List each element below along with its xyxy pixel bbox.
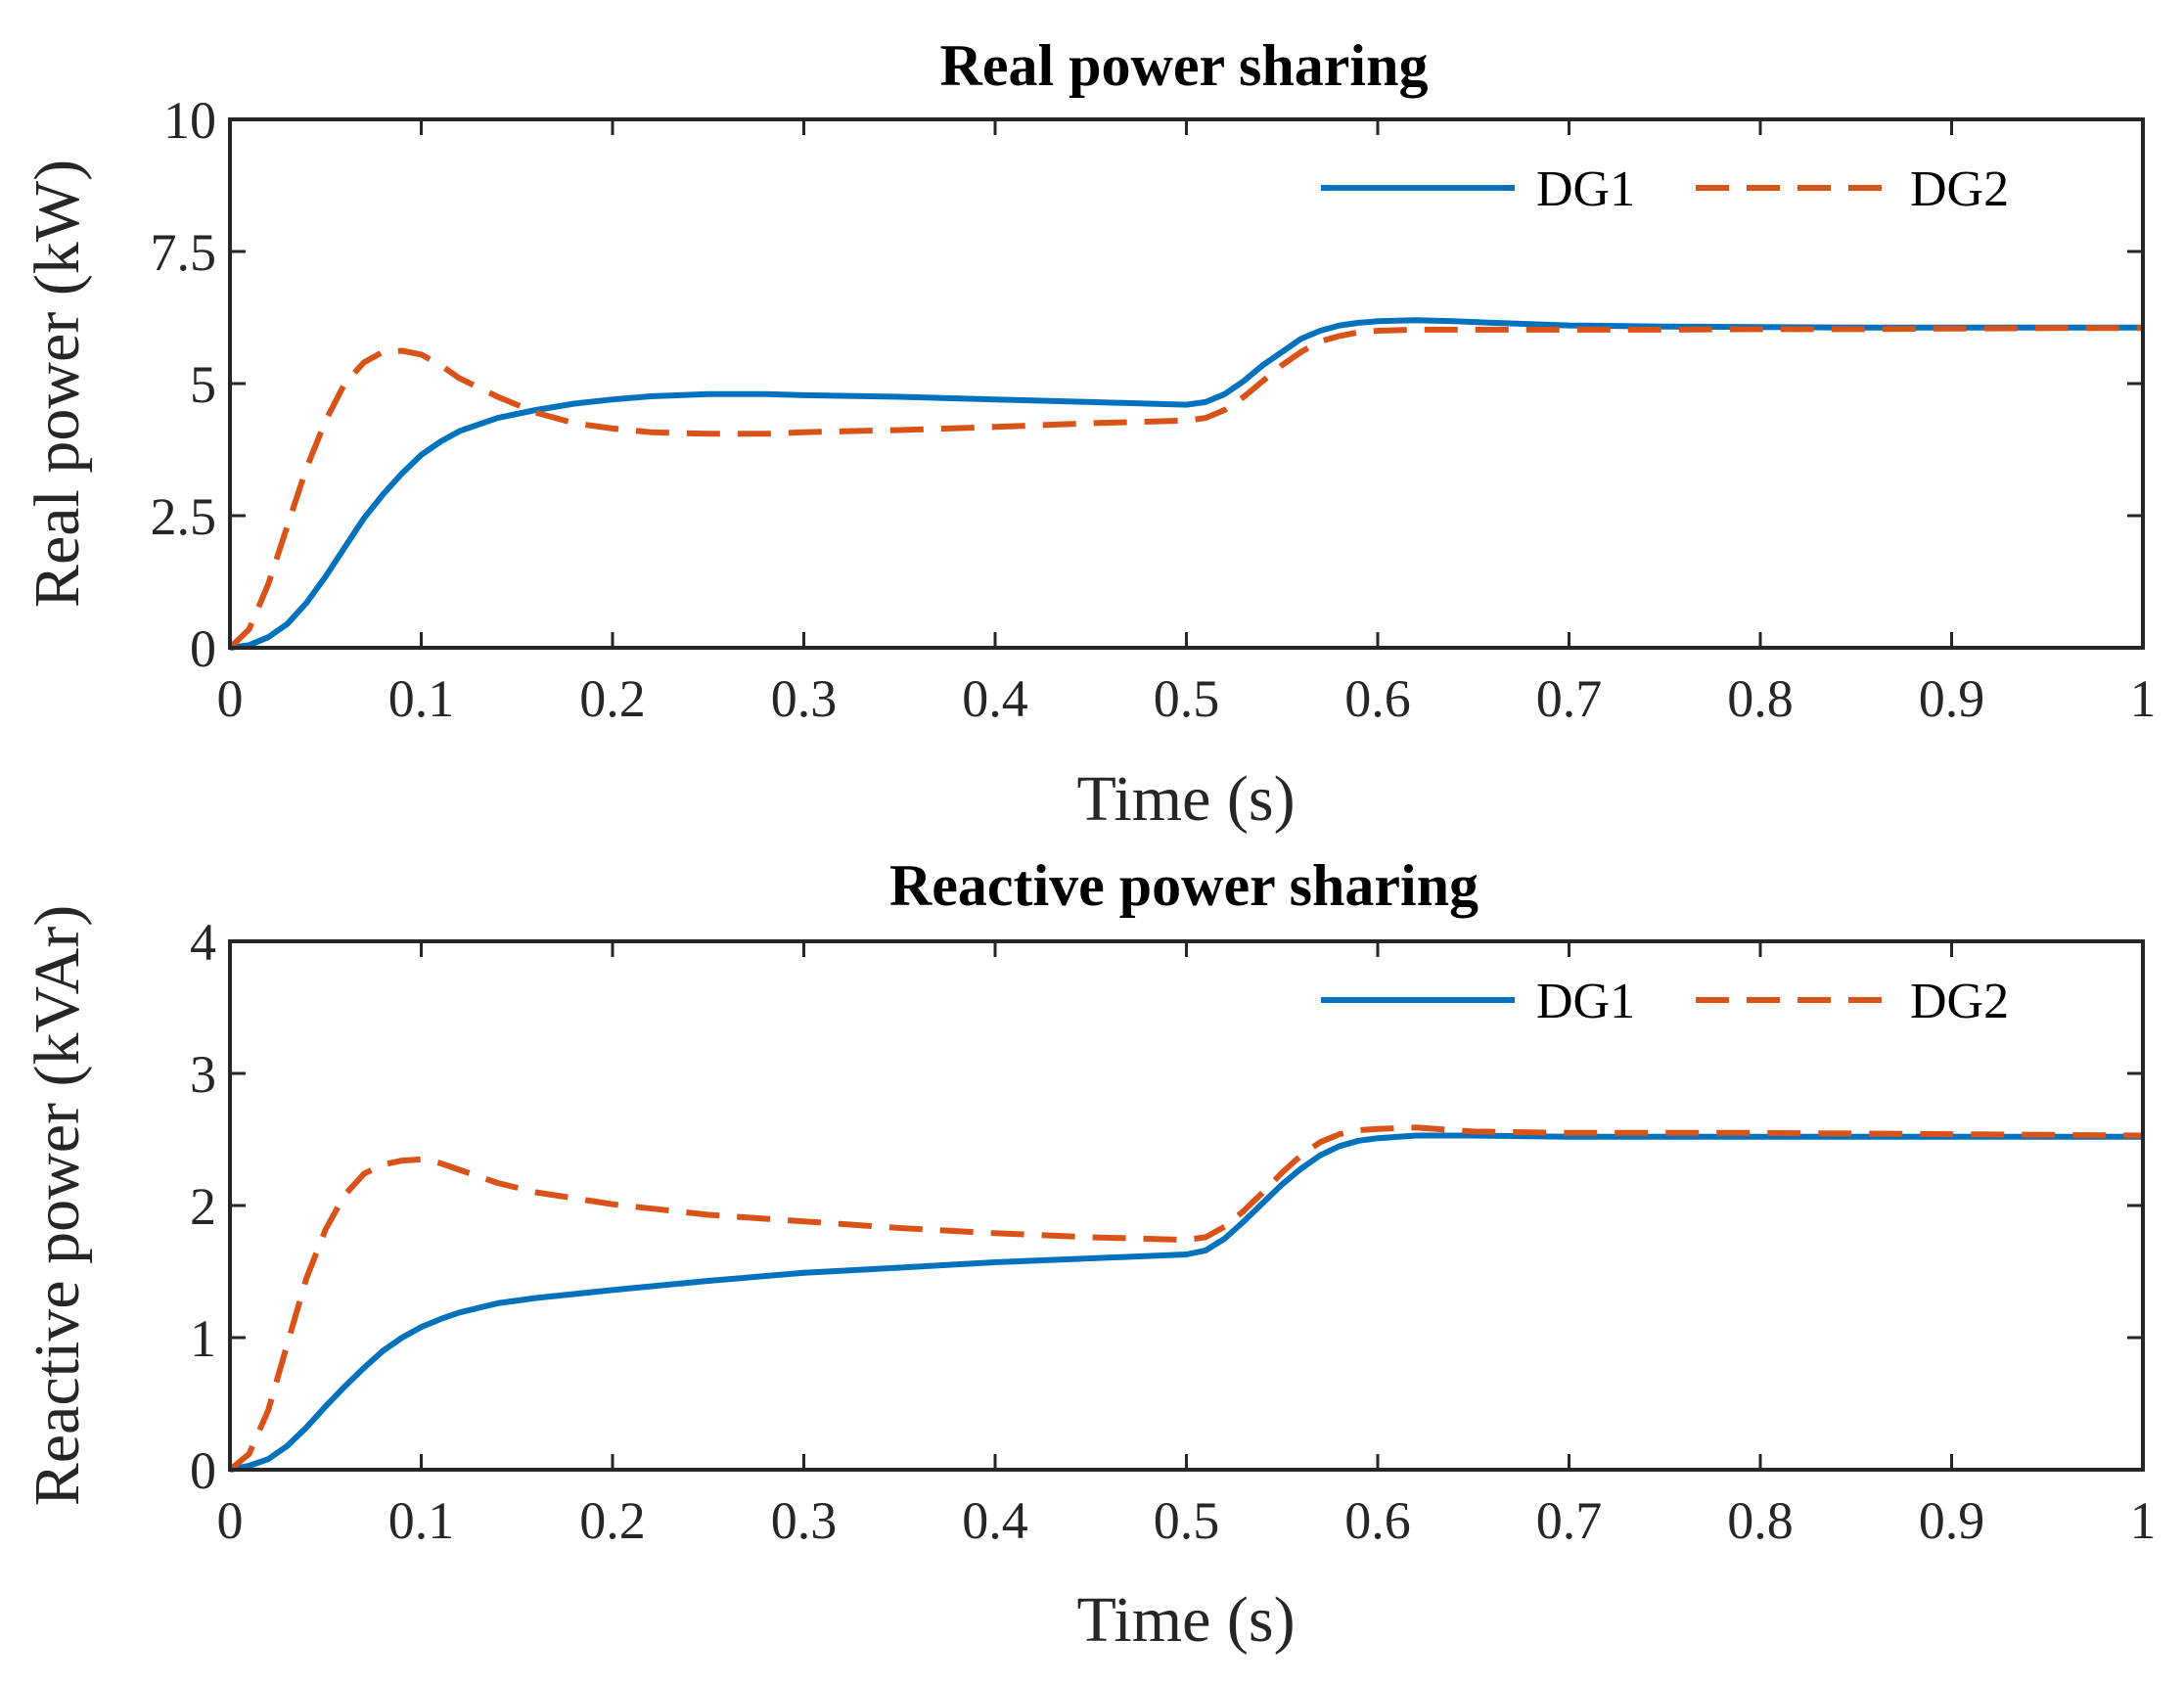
x-tick-label: 0.8 [1727,1491,1794,1550]
chart-title-real-power: Real power sharing [940,33,1429,98]
real-power-y-axis-label: Real power (kW) [22,159,93,608]
x-tick-label: 0.7 [1536,1491,1603,1550]
series-line-dg1 [229,317,2143,651]
legend-label-dg2: DG2 [1910,974,2009,1029]
real-power-series-layer [227,317,2143,651]
chart-title-reactive-power: Reactive power sharing [889,853,1479,918]
reactive-power-series-layer [228,1124,2144,1473]
reactive-power-ticks: 0 0.1 0.2 0.3 0.4 0.5 0.6 0.7 0.8 0.9 1 0 1 2 3 4 [190,913,2157,1550]
real-power-axes-box [228,117,2145,650]
y-tick-label: 0 [190,1441,216,1500]
x-tick-label: 0.7 [1536,669,1603,728]
legend-label-dg1: DG1 [1536,974,1635,1029]
y-tick-label: 4 [190,913,216,972]
x-tick-label: 1 [2130,669,2157,728]
x-tick-label: 0.6 [1344,1491,1411,1550]
reactive-power-chart: Reactive power sharing 0 0.1 0.2 0.3 0.4 0.5 0… [22,853,2157,1656]
reactive-power-x-axis-label: Time (s) [1076,1584,1295,1656]
real-power-ticks: 0 0.1 0.2 0.3 0.4 0.5 0.6 0.7 0.8 0.9 102.557.510 [151,91,2157,728]
x-tick-label: 0.3 [771,1491,838,1550]
reactive-power-y-axis-label: Reactive power (kVAr) [22,905,93,1507]
real-power-chart: Real power sharing 0 0.1 0.2 0.3 0.4 0.5 0.6 0.… [22,33,2157,835]
x-tick-label: 0.6 [1344,669,1411,728]
real-power-legend: DG1 DG2 [1321,161,2009,217]
x-tick-label: 0.1 [388,1491,455,1550]
series-line-dg1 [229,1132,2143,1473]
x-tick-label: 0.8 [1727,669,1794,728]
x-tick-label: 0.4 [962,669,1028,728]
reactive-power-axes-box [228,939,2145,1472]
y-tick-label: 3 [190,1045,216,1104]
real-power-x-axis-label: Time (s) [1076,763,1295,835]
x-tick-label: 0.5 [1154,1491,1220,1550]
x-tick-label: 0.9 [1919,669,1985,728]
x-tick-label: 0.1 [388,669,455,728]
y-tick-label: 0 [190,619,216,678]
y-tick-label: 1 [190,1309,216,1368]
series-line-dg2 [228,1124,2144,1473]
x-tick-label: 0.9 [1919,1491,1985,1550]
y-tick-label: 7.5 [151,223,217,282]
x-tick-label: 0.2 [579,669,646,728]
y-tick-label: 10 [163,91,216,150]
series-line-dg2 [227,325,2143,651]
x-tick-label: 0 [217,1491,244,1550]
x-tick-label: 0.5 [1154,669,1220,728]
reactive-power-legend: DG1 DG2 [1321,974,2009,1029]
y-tick-label: 2.5 [151,487,217,546]
x-tick-label: 0.2 [579,1491,646,1550]
x-tick-label: 0.3 [771,669,838,728]
x-tick-label: 0 [217,669,244,728]
y-tick-label: 5 [190,355,216,414]
legend-label-dg2: DG2 [1910,161,2009,217]
y-tick-label: 2 [190,1177,216,1236]
legend-label-dg1: DG1 [1536,161,1635,217]
x-tick-label: 0.4 [962,1491,1028,1550]
x-tick-label: 1 [2130,1491,2157,1550]
